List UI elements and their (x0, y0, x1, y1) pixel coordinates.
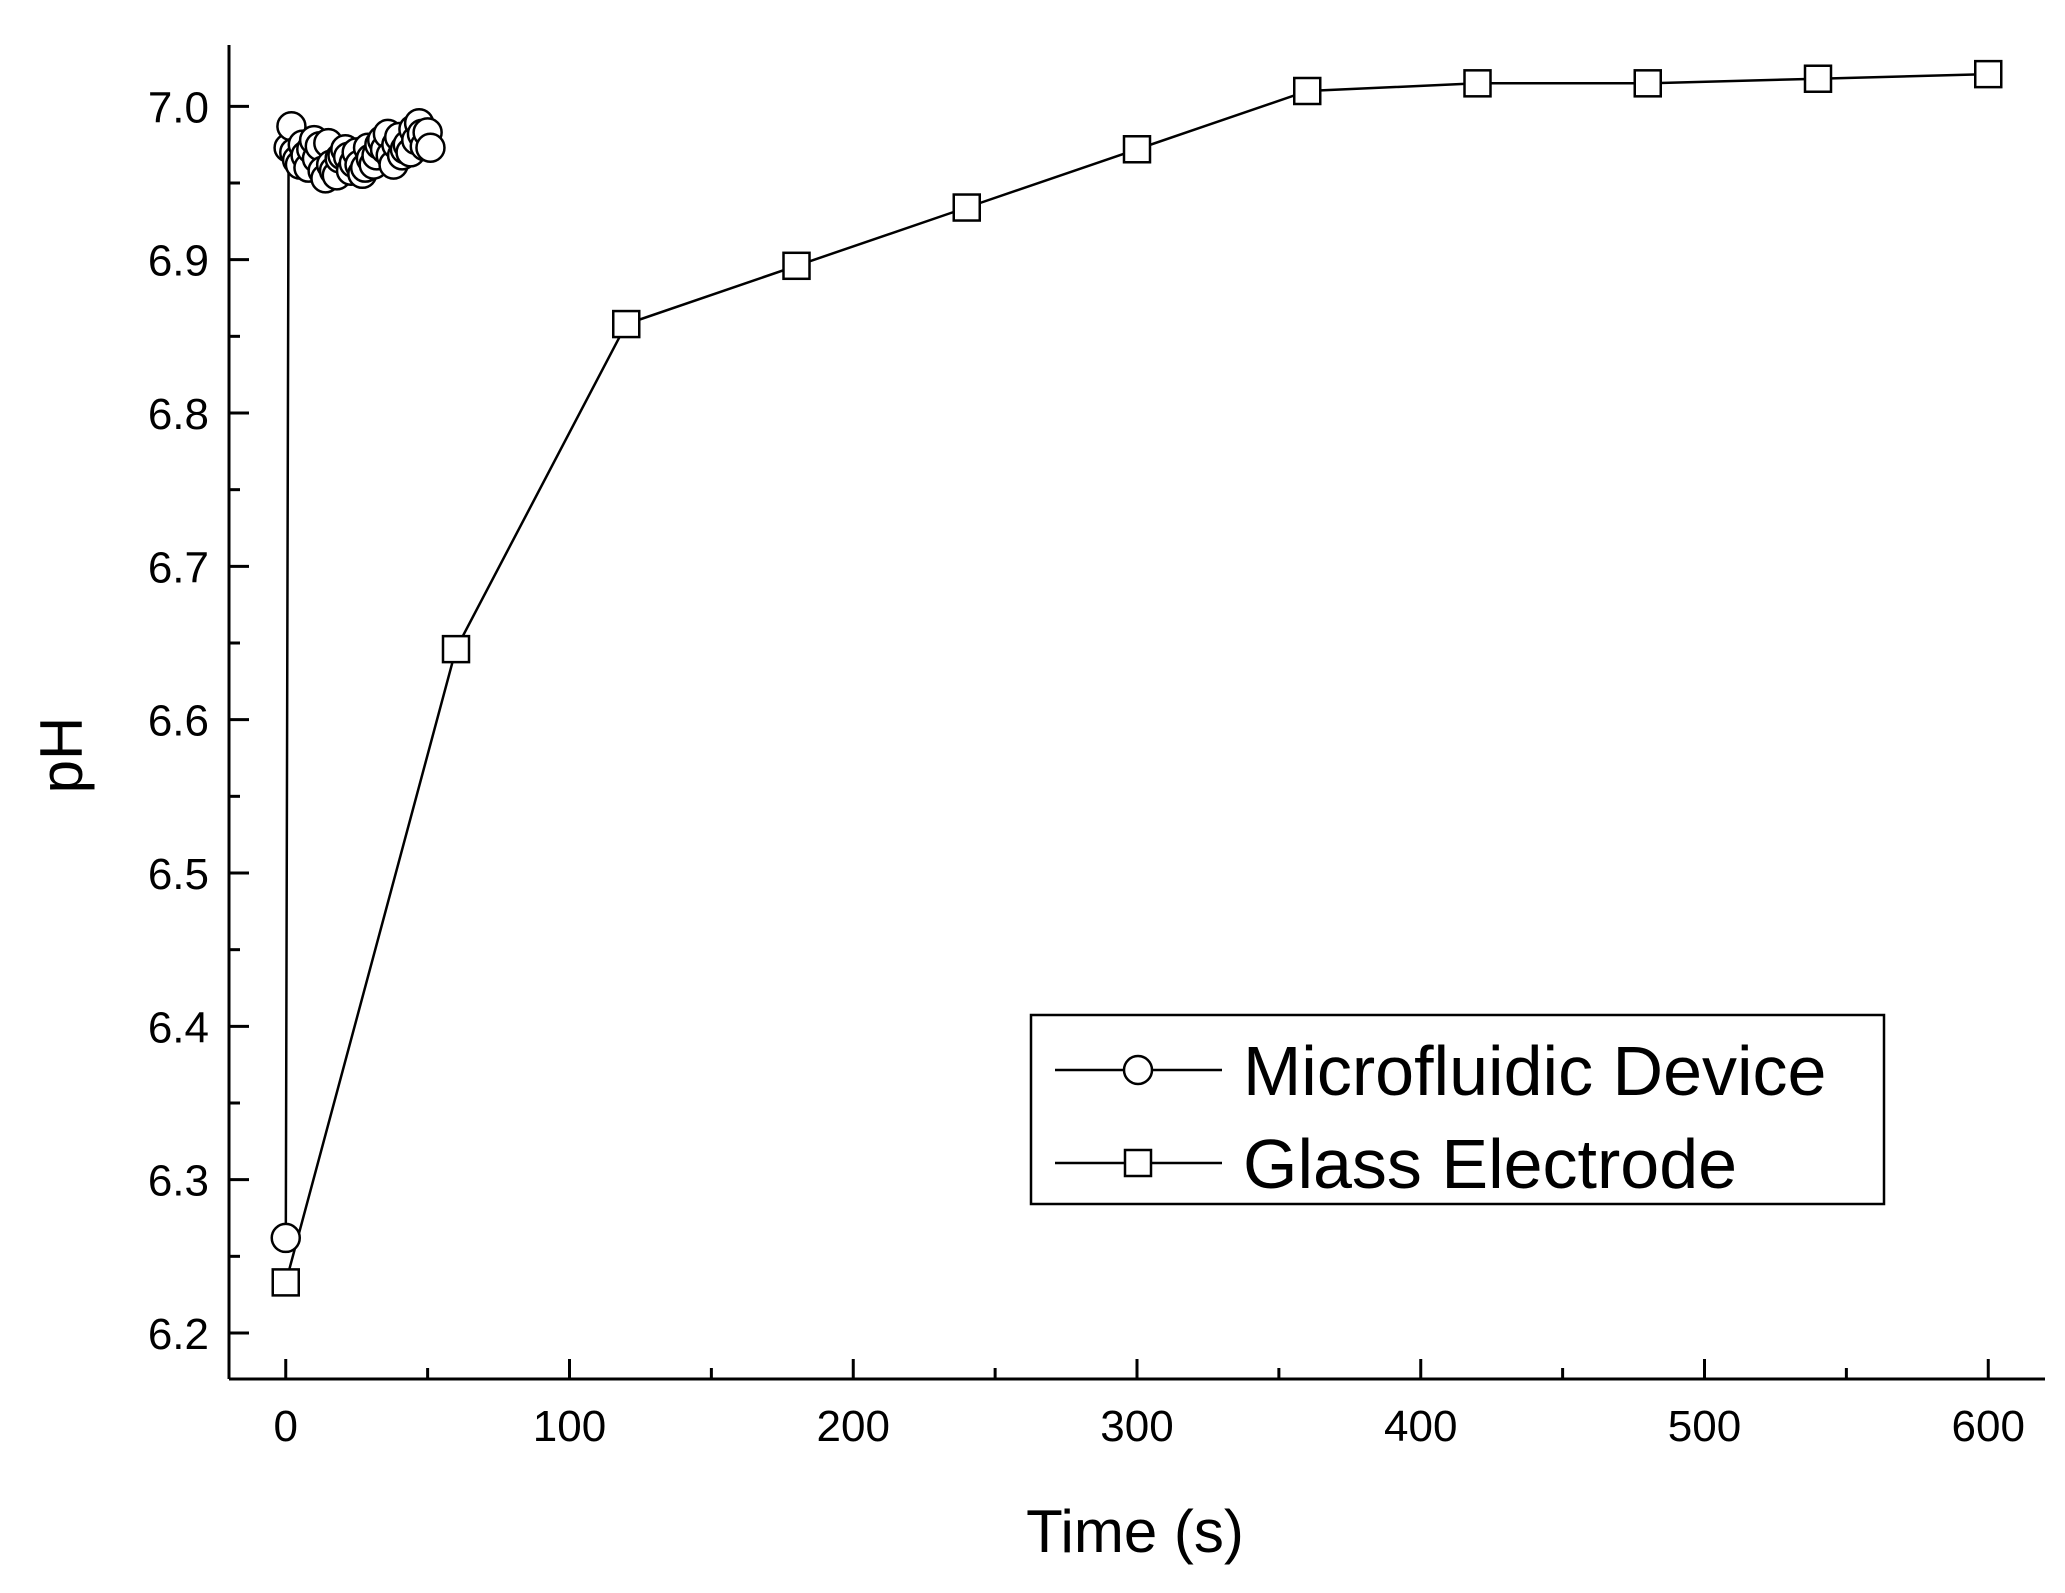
legend-marker-circle (1122, 1054, 1154, 1086)
y-tick-label: 6.7 (148, 543, 209, 592)
x-tick-label: 0 (274, 1402, 298, 1451)
data-point-glass (1803, 64, 1833, 93)
y-tick-label: 6.5 (148, 850, 209, 899)
data-point-glass (1463, 69, 1492, 98)
x-tick-label: 200 (817, 1402, 890, 1451)
legend-label-microfluidic: Microfluidic Device (1243, 1032, 1826, 1110)
x-tick-label: 400 (1384, 1402, 1457, 1451)
data-point-microfluidic (270, 1222, 301, 1254)
plot-area (270, 59, 2003, 1297)
x-axis-title: Time (s) (1026, 1498, 1244, 1565)
data-point-microfluidic (415, 132, 446, 163)
x-tick-label: 600 (1952, 1402, 2025, 1451)
x-tick-label: 300 (1100, 1402, 1173, 1451)
data-point-glass (1633, 69, 1662, 98)
y-tick-label: 7.0 (148, 83, 209, 132)
x-tick-label: 100 (533, 1402, 606, 1451)
data-point-glass (952, 193, 981, 222)
data-point-glass (782, 251, 811, 281)
data-point-glass (1293, 76, 1322, 106)
y-tick-label: 6.9 (148, 237, 209, 286)
y-tick-label: 6.2 (148, 1310, 209, 1359)
y-tick-label: 6.6 (148, 697, 209, 746)
series-line-microfluidic (284, 122, 432, 1238)
legend-marker-square (1123, 1148, 1153, 1178)
y-tick-label: 6.4 (148, 1003, 209, 1052)
legend: Microfluidic Device Glass Electrode (1029, 1013, 1886, 1206)
data-point-glass (612, 309, 641, 339)
y-tick-label: 6.3 (148, 1157, 209, 1206)
x-tick-label: 500 (1668, 1402, 1741, 1451)
data-point-glass (1974, 59, 2003, 89)
y-axis-title: pH (28, 717, 95, 794)
data-point-glass (271, 1268, 300, 1297)
data-point-glass (441, 634, 471, 664)
data-point-glass (1122, 135, 1152, 164)
legend-box (1029, 1013, 1886, 1206)
ticks: 0 100 200 300 400 500 600 6.2 6.3 6.4 6.5 6.6 6.7 6.8… (148, 83, 2025, 1451)
y-tick-label: 6.8 (148, 390, 209, 439)
legend-label-glass: Glass Electrode (1243, 1125, 1737, 1203)
